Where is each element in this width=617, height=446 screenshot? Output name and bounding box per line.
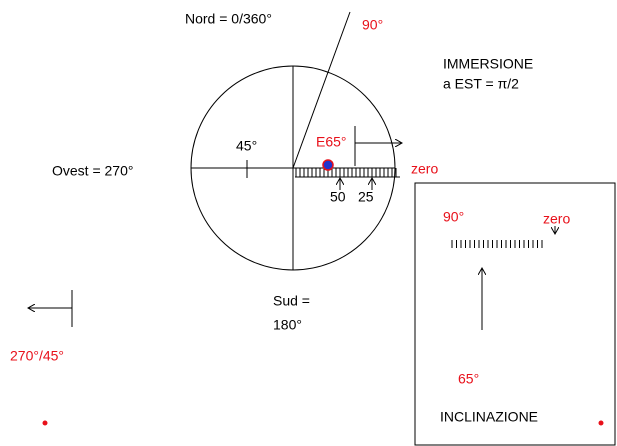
north-label: Nord = 0/360° [185, 11, 272, 27]
tick-25: 25 [358, 189, 374, 205]
strike-label: E65° [316, 134, 347, 150]
west-label: Ovest = 270° [52, 163, 133, 179]
panel [414, 182, 616, 446]
tick-50: 50 [330, 189, 346, 205]
point [322, 159, 334, 171]
dot [598, 420, 604, 426]
scale [295, 168, 397, 177]
angle-45: 45° [236, 138, 257, 154]
result-label: 270°/45° [10, 348, 64, 364]
panel-65: 65° [458, 371, 479, 387]
south-label: Sud = [273, 293, 310, 309]
dip-label: 90° [362, 17, 383, 33]
header: IMMERSIONE [443, 56, 533, 72]
panel-zero: zero [543, 211, 570, 227]
header: a EST = π/2 [443, 76, 519, 92]
south-label: 180° [273, 317, 302, 333]
zero-label: zero [411, 161, 438, 177]
scale [451, 240, 543, 248]
panel-90: 90° [443, 209, 464, 225]
dip-line [292, 11, 351, 169]
dot [42, 420, 48, 426]
panel-title: INCLINAZIONE [440, 409, 538, 425]
